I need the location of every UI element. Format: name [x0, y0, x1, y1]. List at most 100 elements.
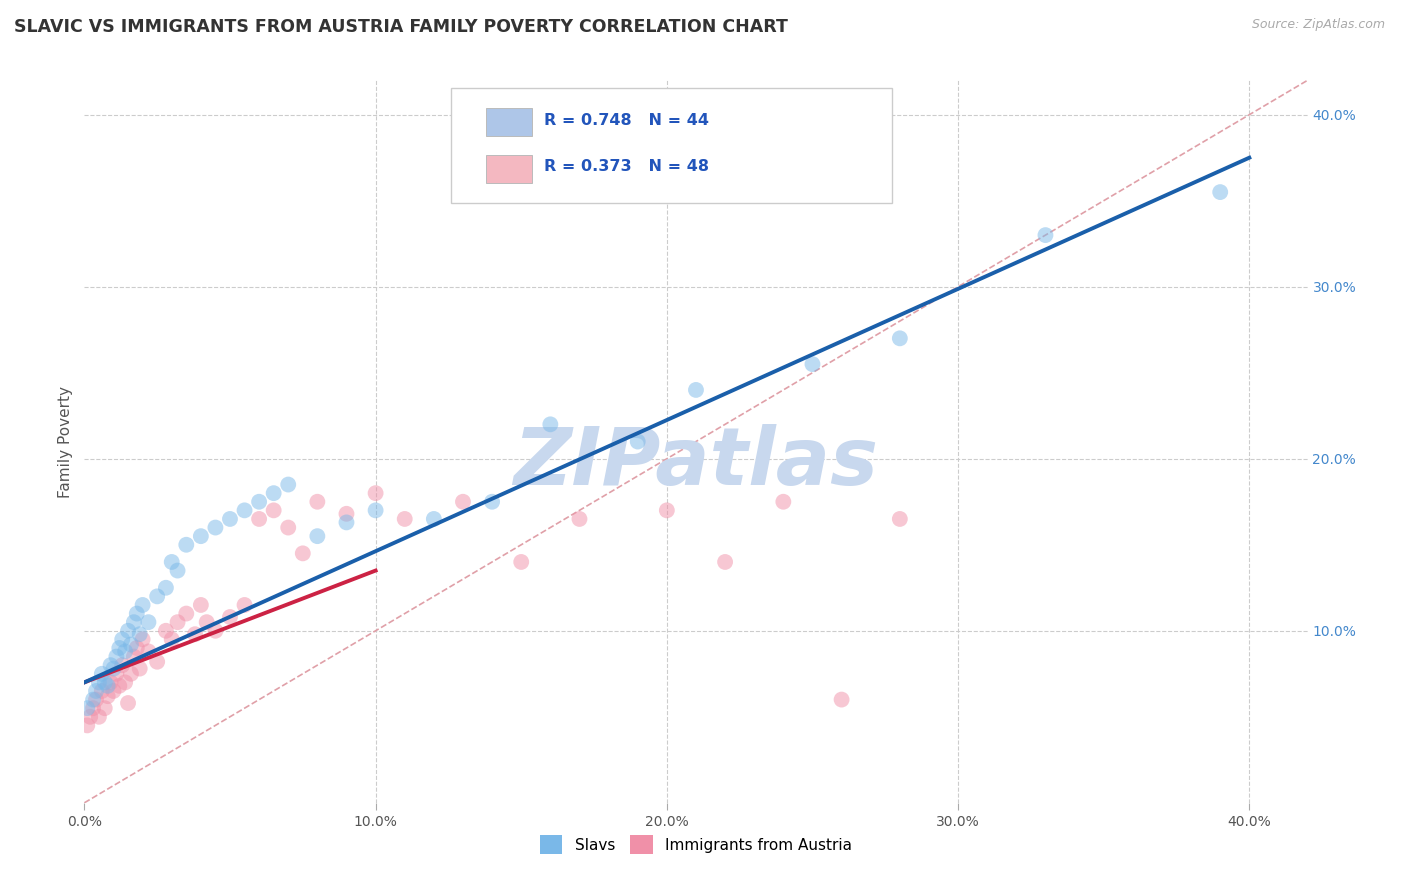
Point	[627, 434, 650, 449]
FancyBboxPatch shape	[485, 109, 531, 136]
Point	[138, 615, 160, 630]
Point	[247, 494, 270, 508]
Point	[131, 598, 153, 612]
Point	[146, 655, 169, 669]
Point	[1035, 228, 1057, 243]
Point	[538, 417, 561, 432]
Point	[76, 701, 98, 715]
Point	[100, 675, 122, 690]
Point	[423, 512, 446, 526]
Point	[120, 638, 142, 652]
Point	[128, 627, 150, 641]
Point	[103, 662, 125, 676]
Point	[131, 632, 153, 647]
Point	[120, 666, 142, 681]
Point	[364, 503, 387, 517]
Point	[889, 331, 911, 345]
Point	[204, 520, 226, 534]
Point	[166, 564, 188, 578]
Point	[90, 684, 112, 698]
Point	[655, 503, 678, 517]
Point	[772, 494, 794, 508]
Point	[160, 555, 183, 569]
Point	[1209, 185, 1232, 199]
Point	[108, 679, 131, 693]
Point	[889, 512, 911, 526]
Point	[122, 615, 145, 630]
Point	[451, 494, 474, 508]
Point	[174, 607, 197, 621]
Point	[111, 632, 134, 647]
Text: R = 0.373   N = 48: R = 0.373 N = 48	[544, 160, 709, 175]
Point	[93, 701, 115, 715]
Point	[122, 649, 145, 664]
Point	[160, 632, 183, 647]
Point	[103, 684, 125, 698]
Point	[568, 512, 591, 526]
Point	[105, 649, 128, 664]
Point	[82, 701, 104, 715]
Text: ZIPatlas: ZIPatlas	[513, 425, 879, 502]
Point	[195, 615, 218, 630]
Point	[714, 555, 737, 569]
Point	[155, 624, 177, 638]
Point	[84, 692, 107, 706]
Point	[307, 529, 329, 543]
Point	[364, 486, 387, 500]
Point	[307, 494, 329, 508]
Point	[117, 696, 139, 710]
Point	[87, 710, 110, 724]
Point	[82, 692, 104, 706]
Point	[247, 512, 270, 526]
Point	[204, 624, 226, 638]
Point	[481, 494, 503, 508]
Point	[184, 627, 207, 641]
Point	[190, 529, 212, 543]
Point	[233, 503, 256, 517]
FancyBboxPatch shape	[451, 87, 891, 203]
Point	[174, 538, 197, 552]
Point	[138, 644, 160, 658]
Point	[394, 512, 416, 526]
FancyBboxPatch shape	[485, 155, 531, 183]
Point	[219, 610, 242, 624]
Y-axis label: Family Poverty: Family Poverty	[58, 385, 73, 498]
Point	[335, 507, 357, 521]
Point	[76, 718, 98, 732]
Point	[87, 675, 110, 690]
Point	[125, 640, 148, 655]
Point	[79, 710, 101, 724]
Point	[277, 477, 299, 491]
Point	[146, 590, 169, 604]
Point	[685, 383, 707, 397]
Point	[93, 675, 115, 690]
Point	[291, 546, 314, 560]
Point	[801, 357, 824, 371]
Text: SLAVIC VS IMMIGRANTS FROM AUSTRIA FAMILY POVERTY CORRELATION CHART: SLAVIC VS IMMIGRANTS FROM AUSTRIA FAMILY…	[14, 18, 787, 36]
Point	[125, 607, 148, 621]
Point	[108, 640, 131, 655]
Point	[510, 555, 533, 569]
Point	[277, 520, 299, 534]
Point	[831, 692, 853, 706]
Point	[263, 486, 285, 500]
Point	[111, 658, 134, 673]
Point	[105, 666, 128, 681]
Point	[155, 581, 177, 595]
Point	[335, 516, 357, 530]
Point	[97, 689, 120, 703]
Text: Source: ZipAtlas.com: Source: ZipAtlas.com	[1251, 18, 1385, 31]
Point	[117, 624, 139, 638]
Point	[90, 666, 112, 681]
Point	[84, 684, 107, 698]
Point	[166, 615, 188, 630]
Point	[100, 658, 122, 673]
Text: R = 0.748   N = 44: R = 0.748 N = 44	[544, 112, 709, 128]
Point	[219, 512, 242, 526]
Point	[263, 503, 285, 517]
Point	[97, 679, 120, 693]
Point	[233, 598, 256, 612]
Point	[114, 644, 136, 658]
Point	[190, 598, 212, 612]
Point	[128, 662, 150, 676]
